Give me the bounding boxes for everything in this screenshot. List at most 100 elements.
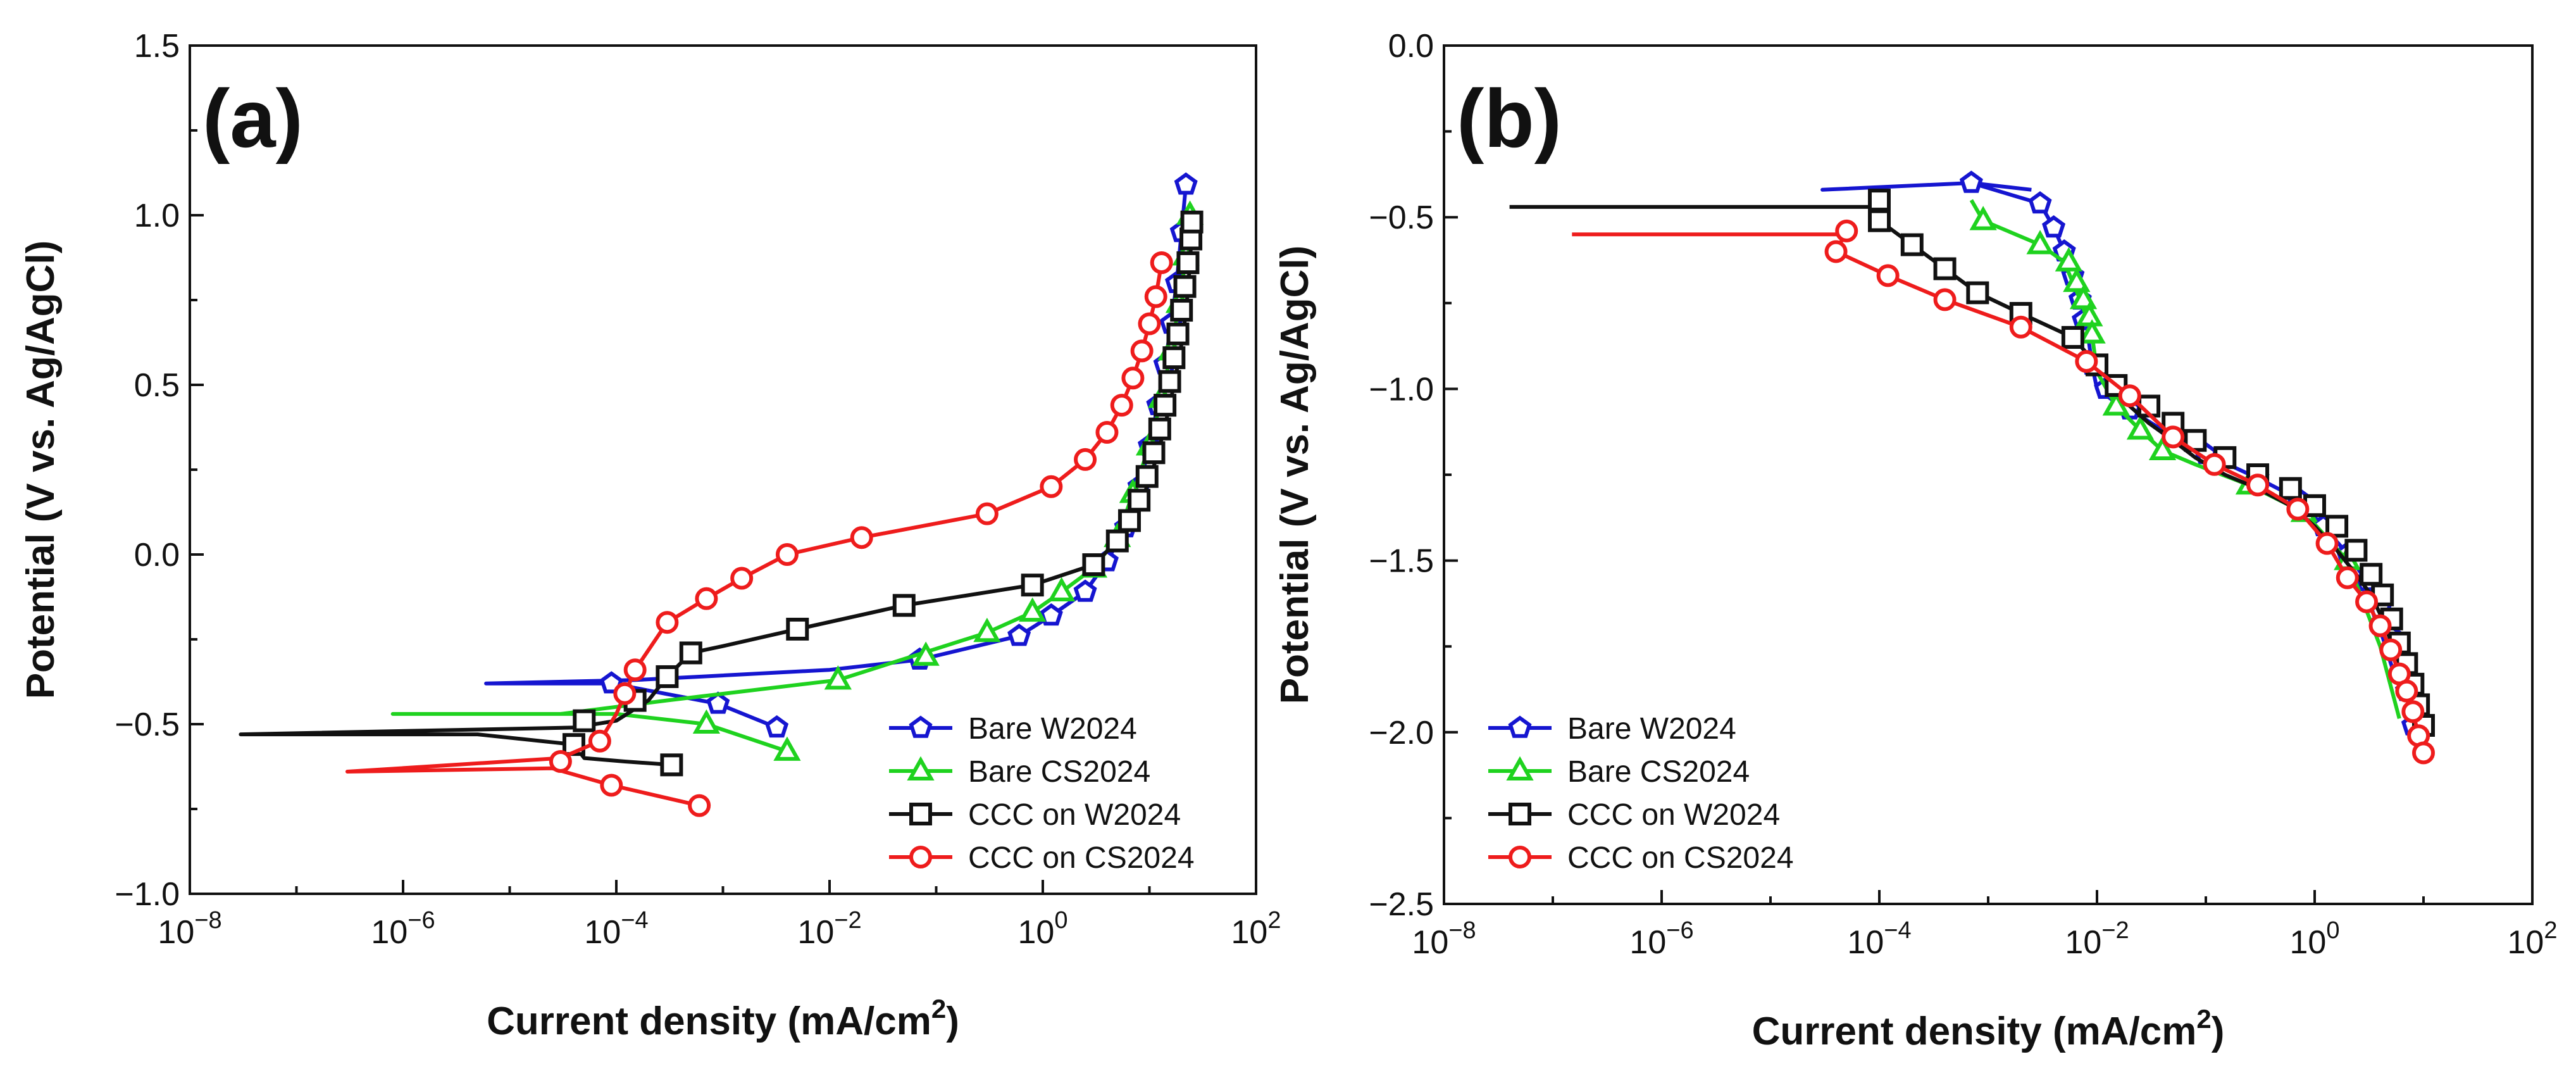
- panel-b-series-bare-cs2024-point-0: [1969, 206, 1997, 230]
- panel-a-series-bare-cs2024-point-1: [692, 709, 721, 734]
- panel-a-ytick-label-0: −1.0: [115, 876, 180, 913]
- panel-a-series-ccc-on-cs2024-point-8: [730, 567, 754, 590]
- panel-b-legend-label-2: CCC on W2024: [1567, 798, 1780, 832]
- panel-b-legend-marker-2: [1509, 803, 1531, 825]
- panel-a-series-ccc-on-w2024-point-12: [1128, 489, 1151, 512]
- panel-b-series-ccc-on-cs2024-point-7: [2162, 425, 2185, 449]
- panel-a-series-bare-cs2024-point-5: [1019, 597, 1047, 622]
- panel-b-ytick-label-4: −0.5: [1369, 199, 1434, 236]
- panel-a-series-ccc-on-w2024-point-19: [1166, 322, 1190, 346]
- panel-a-x-axis-title: Current density (mA/cm2): [487, 994, 959, 1043]
- panel-b-series-ccc-on-cs2024-point-12: [2336, 566, 2359, 589]
- panel-a-ytick-label-2: 0.0: [134, 537, 180, 573]
- panel-b-legend-label-0: Bare W2024: [1567, 712, 1736, 746]
- panel-b-series-ccc-on-cs2024-point-14: [2368, 614, 2392, 637]
- panel-a-series-ccc-on-cs2024-point-1: [600, 774, 623, 797]
- panel-b-xtick-label-5: 102: [2508, 917, 2558, 961]
- panel-a-series-bare-cs2024-point-4: [973, 617, 1001, 642]
- panel-b-xtick-label-0: 10−8: [1412, 917, 1476, 961]
- panel-b-series-bare-cs2024-point-2: [2055, 247, 2082, 272]
- panel-a-series-ccc-on-cs2024-point-13: [1074, 448, 1097, 471]
- panel-a-series-ccc-on-cs2024-point-7: [695, 587, 718, 610]
- panel-a-xtick-label-3: 10−2: [797, 907, 861, 951]
- panel-a-series-ccc-on-cs2024-point-2: [549, 749, 572, 773]
- panel-b-series-ccc-on-cs2024-point-17: [2395, 679, 2418, 703]
- panel-b-series-bare-cs2024-point-1: [2026, 230, 2054, 254]
- panel-b-series-bare-cs2024-point-4: [2069, 285, 2098, 310]
- panel-a-series-ccc-on-cs2024-point-18: [1138, 312, 1161, 335]
- panel-b-series-ccc-on-w2024-point-6: [2061, 326, 2084, 349]
- panel-a-series-ccc-on-w2024-point-18: [1162, 346, 1186, 370]
- panel-a-series-ccc-on-cs2024-point-11: [975, 502, 999, 525]
- panel-a-xtick-label-0: 10−8: [158, 907, 221, 951]
- panel-b-ytick-label-5: 0.0: [1388, 28, 1434, 65]
- panel-a-series-ccc-on-cs2024-point-5: [623, 658, 647, 682]
- panel-a-series-ccc-on-w2024-point-21: [1173, 275, 1197, 298]
- panel-a-series-ccc-on-w2024-point-16: [1154, 394, 1177, 417]
- panel-b-legend-label-1: Bare CS2024: [1567, 755, 1750, 789]
- panel-b-series-bare-cs2024-point-7: [2102, 391, 2130, 416]
- panel-a-series-ccc-on-w2024-point-6: [786, 617, 809, 641]
- panel-b-series-bare-cs2024-point-8: [2126, 415, 2155, 440]
- panel-a-ytick-label-5: 1.5: [134, 28, 180, 65]
- panel-b-xtick-label-1: 10−6: [1629, 917, 1693, 961]
- panel-b-series-ccc-on-cs2024-point-4: [2009, 315, 2032, 339]
- panel-a-data: [239, 172, 1204, 817]
- panel-a-xtick-label-2: 10−4: [584, 907, 648, 951]
- panel-a-series-ccc-on-cs2024-point-3: [588, 729, 611, 753]
- panel-a-series-bare-w2024-point-16: [1174, 172, 1198, 195]
- panel-a-series-ccc-on-cs2024-point-12: [1040, 475, 1063, 498]
- panel-a-legend-marker-0: [909, 715, 933, 738]
- panel-a-series-ccc-on-w2024-point-24: [1180, 210, 1204, 234]
- panel-b-label: (b): [1457, 72, 1562, 165]
- panel-b-series-ccc-on-cs2024-point-5: [2075, 350, 2098, 373]
- panel-b-data: [1509, 170, 2435, 765]
- panel-b-xtick-label-2: 10−4: [1847, 917, 1911, 961]
- panel-a-series-ccc-on-cs2024-point-15: [1110, 394, 1133, 417]
- panel-a-legend-label-0: Bare W2024: [968, 712, 1137, 746]
- panel-a-series-bare-w2024-point-5: [1039, 603, 1063, 626]
- panel-a-series-ccc-on-w2024-point-10: [1105, 529, 1129, 553]
- panel-b-xtick-label-4: 100: [2290, 917, 2340, 961]
- panel-a-series-bare-w2024-point-0: [765, 715, 789, 738]
- panel-b-series-ccc-on-w2024-point-1: [1868, 209, 1891, 232]
- panel-b-y-axis-title: Potential (V vs. Ag/AgCl): [1273, 246, 1317, 705]
- panel-b-series-ccc-on-w2024-point-0: [1868, 189, 1891, 212]
- panel-b-series-ccc-on-w2024-point-2: [1900, 233, 1924, 256]
- panel-a-legend: Bare W2024 Bare CS2024 CCC on W2024 CCC on …: [889, 712, 1195, 875]
- panel-a-series-ccc-on-cs2024-point-10: [850, 526, 873, 549]
- panel-b-series-bare-w2024-point-2: [2042, 215, 2066, 238]
- panel-b-series-ccc-on-cs2024-point-20: [2412, 741, 2435, 765]
- panel-a-series-bare-w2024-point-1: [706, 691, 730, 714]
- panel-a-series-bare-w2024-point-4: [1007, 624, 1031, 646]
- panel-a-series-ccc-on-w2024-point-8: [1021, 573, 1044, 597]
- panel-a-series-ccc-on-w2024-point-2: [573, 709, 596, 732]
- panel-b-series-bare-cs2024-point-9: [2148, 436, 2177, 461]
- panel-a-y-axis-title: Potential (V vs. Ag/AgCl): [19, 241, 63, 699]
- panel-a-series-ccc-on-w2024-point-4: [656, 665, 679, 688]
- panel-b-series-bare-cs2024-point-3: [2063, 267, 2091, 292]
- panel-a-series-ccc-on-w2024-point-11: [1117, 509, 1141, 532]
- panel-b-series-ccc-on-w2024-point-17: [2344, 539, 2368, 562]
- panel-a-series-ccc-on-cs2024-point-19: [1144, 285, 1167, 308]
- panel-a-series-ccc-on-w2024-point-13: [1135, 465, 1159, 488]
- panel-b-legend-label-3: CCC on CS2024: [1567, 841, 1794, 875]
- panel-b-chart: 10−8 10−6 10−4 10−2 100 102 −2.5 −2.0 −1.5 −1.0 −0…: [1273, 28, 2557, 1053]
- panel-a-series-bare-cs2024-point-6: [1048, 577, 1076, 601]
- panel-a-series-ccc-on-cs2024-point-20: [1150, 251, 1173, 275]
- panel-a-xtick-label-1: 10−6: [371, 907, 435, 951]
- panel-b-ytick-label-2: −1.5: [1369, 543, 1434, 580]
- panel-b-series-ccc-on-cs2024-point-1: [1824, 240, 1848, 263]
- panel-a-series-bare-cs2024-point-0: [773, 736, 801, 761]
- panel-b-series-ccc-on-cs2024-point-18: [2401, 700, 2425, 724]
- panel-b-series-ccc-on-w2024-point-4: [1966, 281, 1989, 304]
- panel-a-series-ccc-on-cs2024-point-4: [613, 682, 637, 705]
- panel-a-chart: 10−8 10−6 10−4 10−2 100 102 −1.0 −0.5 0.0 0.5 1.0 1…: [19, 28, 1281, 1043]
- panel-b-ytick-label-0: −2.5: [1369, 886, 1434, 923]
- panel-b-legend: Bare W2024 Bare CS2024 CCC on W2024 CCC on …: [1488, 712, 1794, 875]
- panel-a-series-bare-w2024-point-6: [1073, 579, 1097, 602]
- panel-b-series-ccc-on-cs2024-point-2: [1876, 264, 1900, 287]
- panel-a-legend-marker-2: [909, 803, 932, 825]
- panel-b-ytick-label-1: −2.0: [1369, 715, 1434, 751]
- panel-b-series-ccc-on-cs2024-point-13: [2355, 590, 2379, 613]
